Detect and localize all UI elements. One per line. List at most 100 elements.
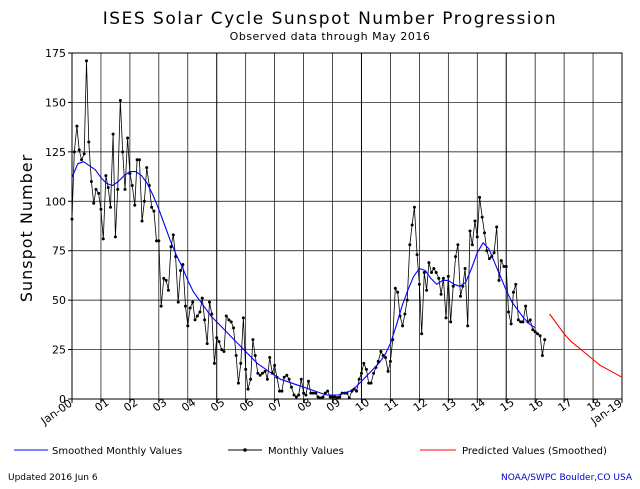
data-point-monthly bbox=[251, 338, 255, 342]
data-point-monthly bbox=[478, 195, 482, 199]
data-point-monthly bbox=[372, 371, 376, 375]
data-point-monthly bbox=[104, 174, 108, 178]
data-point-monthly bbox=[393, 286, 397, 290]
data-point-monthly bbox=[497, 278, 501, 282]
data-point-monthly bbox=[198, 310, 202, 314]
data-point-monthly bbox=[318, 396, 322, 400]
data-point-monthly bbox=[234, 354, 238, 358]
data-point-monthly bbox=[133, 203, 137, 207]
data-point-monthly bbox=[338, 395, 342, 399]
data-point-monthly bbox=[169, 245, 173, 249]
data-point-monthly bbox=[224, 314, 228, 318]
data-point-monthly bbox=[470, 243, 474, 247]
data-point-monthly bbox=[292, 393, 296, 397]
data-point-monthly bbox=[437, 276, 441, 280]
data-point-monthly bbox=[282, 375, 286, 379]
data-point-monthly bbox=[70, 217, 74, 221]
data-point-monthly bbox=[285, 373, 289, 377]
data-point-monthly bbox=[92, 201, 96, 205]
data-point-monthly bbox=[137, 158, 141, 162]
data-point-monthly bbox=[384, 355, 387, 359]
data-point-monthly bbox=[321, 395, 325, 399]
data-point-monthly bbox=[347, 396, 351, 400]
series-line-monthly bbox=[71, 60, 546, 399]
data-point-monthly bbox=[502, 265, 506, 269]
data-point-monthly bbox=[205, 342, 209, 346]
data-point-monthly bbox=[253, 354, 257, 358]
data-point-monthly bbox=[427, 261, 431, 265]
y-tick-labels: 0 25 50 75 100 125 150 175 bbox=[45, 47, 72, 406]
data-point-monthly bbox=[369, 381, 373, 385]
data-point-monthly bbox=[543, 338, 547, 342]
data-point-monthly bbox=[89, 180, 93, 184]
data-point-monthly bbox=[528, 318, 532, 322]
data-point-monthly bbox=[540, 354, 544, 358]
data-point-monthly bbox=[273, 363, 277, 367]
data-point-monthly bbox=[229, 320, 233, 324]
data-point-monthly bbox=[249, 377, 253, 381]
data-point-monthly bbox=[367, 381, 371, 385]
data-point-monthly bbox=[241, 316, 245, 320]
data-point-monthly bbox=[483, 231, 486, 235]
x-tick-labels: Jan-00 01 02 03 04 05 06 07 08 09 10 11 12 13 14 15 16 17… bbox=[38, 396, 625, 428]
data-point-monthly bbox=[176, 300, 180, 304]
data-point-monthly bbox=[504, 265, 508, 269]
data-point-monthly bbox=[260, 371, 264, 375]
data-point-monthly bbox=[468, 229, 472, 233]
legend-label-smoothed: Smoothed Monthly Values bbox=[52, 446, 182, 457]
series-layer bbox=[70, 59, 623, 400]
data-point-monthly bbox=[113, 235, 117, 239]
data-point-monthly bbox=[388, 359, 392, 363]
data-point-monthly bbox=[179, 268, 183, 272]
data-point-monthly bbox=[509, 322, 513, 326]
data-point-monthly bbox=[307, 379, 310, 383]
data-point-monthly bbox=[302, 391, 306, 395]
data-point-monthly bbox=[94, 187, 98, 191]
footer-updated: Updated 2016 Jun 6 bbox=[8, 473, 98, 483]
data-point-monthly bbox=[456, 243, 460, 247]
data-point-monthly bbox=[331, 395, 335, 399]
data-point-monthly bbox=[130, 183, 134, 187]
data-point-monthly bbox=[280, 389, 284, 393]
data-point-monthly bbox=[145, 166, 149, 170]
data-point-monthly bbox=[128, 172, 132, 176]
data-point-monthly bbox=[487, 257, 491, 261]
data-point-monthly bbox=[166, 288, 170, 292]
data-point-monthly bbox=[188, 306, 192, 310]
data-point-monthly bbox=[355, 389, 359, 393]
data-point-monthly bbox=[157, 239, 161, 243]
data-point-monthly bbox=[473, 219, 477, 223]
data-point-monthly bbox=[357, 377, 361, 381]
data-point-monthly bbox=[311, 391, 315, 395]
data-point-monthly bbox=[444, 316, 448, 320]
data-point-monthly bbox=[97, 191, 101, 195]
data-point-monthly bbox=[396, 290, 400, 294]
data-point-monthly bbox=[379, 350, 383, 354]
data-point-monthly bbox=[195, 314, 199, 318]
data-point-monthly bbox=[181, 263, 185, 267]
data-point-monthly bbox=[155, 239, 159, 243]
data-point-monthly bbox=[80, 158, 84, 162]
data-point-monthly bbox=[454, 255, 458, 259]
data-point-monthly bbox=[150, 205, 154, 209]
legend-label-monthly: Monthly Values bbox=[268, 446, 344, 457]
data-point-monthly bbox=[220, 348, 224, 352]
data-point-monthly bbox=[333, 395, 337, 399]
data-point-monthly bbox=[164, 278, 168, 282]
data-point-monthly bbox=[408, 243, 412, 247]
data-point-monthly bbox=[480, 215, 484, 219]
data-point-monthly bbox=[263, 369, 267, 373]
data-point-monthly bbox=[135, 158, 139, 162]
data-point-monthly bbox=[434, 270, 438, 274]
data-point-monthly bbox=[386, 369, 390, 373]
data-point-monthly bbox=[538, 334, 542, 338]
data-point-monthly bbox=[328, 395, 332, 399]
data-point-monthly bbox=[405, 298, 409, 302]
data-point-monthly bbox=[215, 336, 219, 340]
data-point-monthly bbox=[210, 312, 214, 316]
data-point-monthly bbox=[118, 98, 122, 102]
legend-swatch-monthly-dot bbox=[243, 448, 247, 452]
data-point-monthly bbox=[106, 185, 110, 189]
data-point-monthly bbox=[186, 324, 190, 328]
data-point-monthly bbox=[121, 150, 125, 154]
